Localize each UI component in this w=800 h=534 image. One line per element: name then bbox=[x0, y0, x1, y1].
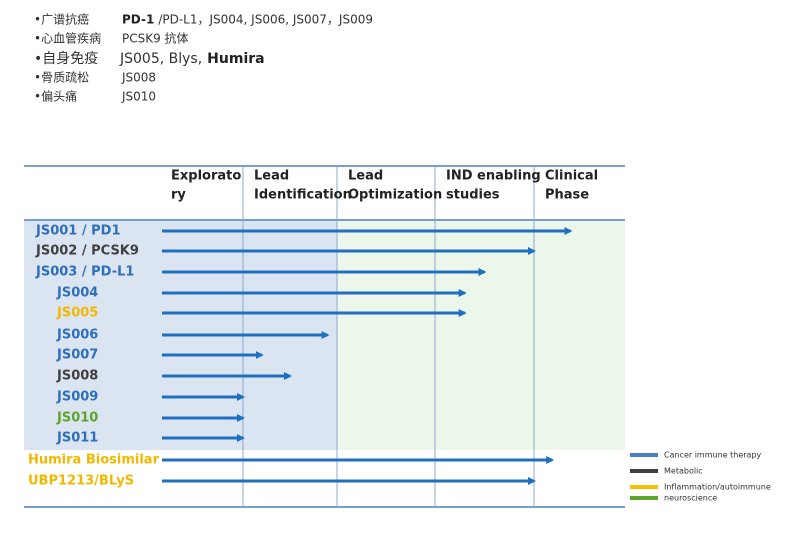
stage-header: Lead bbox=[254, 169, 289, 184]
row-label: JS005 bbox=[56, 306, 98, 321]
row-label: JS011 bbox=[56, 431, 98, 446]
note-text: PCSK9 抗体 bbox=[122, 31, 189, 46]
stage-header: Identification bbox=[254, 188, 352, 203]
legend-swatch bbox=[630, 496, 658, 500]
legend-swatch bbox=[630, 485, 658, 489]
legend-label: Cancer immune therapy bbox=[664, 451, 762, 460]
stage-header: Lead bbox=[348, 169, 383, 184]
legend-label: Metabolic bbox=[664, 467, 703, 476]
note-text: /PD-L1，JS004, JS006, JS007，JS009 bbox=[158, 13, 373, 27]
row-label: JS008 bbox=[56, 369, 98, 384]
note-text: JS010 bbox=[121, 90, 156, 104]
note-text: JS005, Blys, bbox=[119, 51, 202, 67]
stage-header: studies bbox=[446, 188, 500, 203]
row-label: JS004 bbox=[56, 286, 98, 301]
stage-header: Phase bbox=[545, 188, 589, 203]
stage-header: IND enabling bbox=[446, 169, 541, 184]
row-label: JS006 bbox=[56, 328, 98, 343]
row-label: JS007 bbox=[56, 348, 98, 363]
note-label: •骨质疏松 bbox=[34, 70, 89, 85]
legend-label: neuroscience bbox=[664, 494, 717, 503]
note-text: JS008 bbox=[121, 71, 156, 85]
stage-header: ry bbox=[171, 188, 186, 203]
row-label: JS009 bbox=[56, 390, 98, 405]
legend-swatch bbox=[630, 453, 658, 457]
stage-header: Clinical bbox=[545, 169, 598, 184]
row-label: JS003 / PD-L1 bbox=[35, 265, 134, 280]
note-label: •自身免疫 bbox=[34, 51, 98, 67]
note-label: •心血管疾病 bbox=[34, 31, 101, 46]
row-label: JS001 / PD1 bbox=[35, 224, 121, 239]
note-bold: Humira bbox=[207, 51, 264, 67]
late-bg bbox=[337, 221, 625, 450]
legend-swatch bbox=[630, 469, 658, 473]
legend-label: Inflammation/autoimmune bbox=[664, 483, 771, 492]
stage-header: Explorato bbox=[171, 169, 241, 184]
note-bold: PD-1 bbox=[122, 13, 154, 27]
row-label: JS002 / PCSK9 bbox=[35, 244, 139, 259]
note-label: •广谱抗癌 bbox=[34, 12, 89, 27]
note-label: •偏头痛 bbox=[34, 89, 77, 104]
stage-header: Optimization bbox=[348, 188, 442, 203]
row-label: JS010 bbox=[56, 411, 98, 426]
row-label: UBP1213/BLyS bbox=[28, 474, 134, 489]
row-label: Humira Biosimilar bbox=[28, 453, 160, 468]
